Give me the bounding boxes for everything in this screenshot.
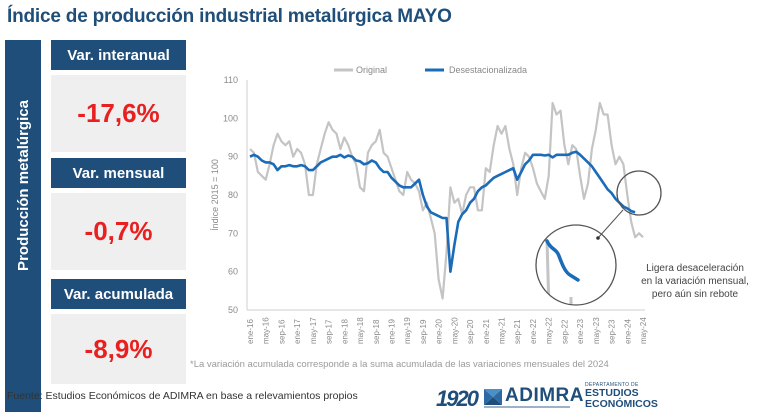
callout-zoom-content [545,239,580,305]
kpi-interanual-value: -17,6% [51,75,186,152]
y-axis-label: Índice 2015 = 100 [210,159,220,231]
logo-anniversary: 1920 [436,386,479,411]
annotation-line-3: pero aún sin rebote [651,289,739,300]
x-tick-label: may-18 [356,317,365,344]
x-tick-label: ene-21 [482,319,491,344]
x-tick-label: sep-19 [419,319,428,344]
chart-annotation: Ligera desaceleración en la variación me… [630,262,760,301]
annotation-line-2: en la variación mensual, [641,276,749,287]
x-tick-label: may-24 [639,317,648,344]
footnote: *La variación acumulada corresponde a la… [190,359,609,370]
x-tick-label: may-17 [309,317,318,344]
kpi-mensual-value: -0,7% [51,193,186,270]
y-tick-label: 90 [228,152,238,162]
series-desestacionalizada-line [249,150,636,274]
y-tick-label: 110 [224,75,238,85]
x-tick-label: may-21 [498,317,507,344]
kpi-acumulada-label: Var. acumulada [51,279,186,309]
y-tick-label: 60 [228,267,238,277]
y-tick-label: 80 [228,190,238,200]
x-tick-label: sep-23 [608,319,617,344]
y-tick-label: 50 [228,305,238,315]
kpi-acumulada-value: -8,9% [51,314,186,384]
x-tick-label: may-23 [592,317,601,344]
logo-adimra-underline [484,406,570,408]
adimra-logo-icon [484,389,502,405]
annotation-line-1: Ligera desaceleración [646,263,744,274]
x-tick-label: sep-18 [372,319,381,344]
series-original-line [249,101,644,300]
x-tick-label: ene-22 [529,319,538,344]
callout-connector-dot [596,236,600,240]
x-tick-label: ene-16 [246,319,255,344]
chart-legend: Original Desestacionalizada [334,65,527,75]
side-band [5,40,41,412]
y-tick-label: 70 [228,228,238,238]
x-tick-label: sep-17 [325,319,334,344]
x-tick-label: may-20 [450,317,459,344]
logo-dept-line2: ESTUDIOS [585,387,639,399]
kpi-interanual-label: Var. interanual [51,40,186,70]
x-tick-label: may-19 [403,317,412,344]
logo-dept-line1: DEPARTAMENTO DE [585,382,639,388]
x-tick-label: ene-23 [576,319,585,344]
callout-connector [597,209,624,239]
kpi-mensual-label: Var. mensual [51,158,186,188]
x-tick-label: sep-21 [513,319,522,344]
x-tick-label: ene-18 [340,319,349,344]
callout-big-circle [535,224,617,306]
callout-original-line [545,239,551,305]
x-tick-label: ene-20 [435,319,444,344]
x-tick-label: may-22 [545,317,554,344]
logo-adimra: ADIMRA [505,385,584,406]
callout-desestacionalizada-line [545,239,580,282]
page-title: Índice de producción industrial metalúrg… [7,6,452,27]
logo-dept-line3: ECONÓMICOS [585,398,658,410]
callout-small-circle [616,170,662,216]
x-tick-label: may-16 [262,317,271,344]
x-tick-label: ene-17 [293,319,302,344]
logo-dept: DEPARTAMENTO DE ESTUDIOS ECONÓMICOS [585,382,658,410]
x-tick-label: sep-22 [560,319,569,344]
legend-desestacionalizada-label: Desestacionalizada [449,65,527,75]
x-tick-label: sep-20 [466,319,475,344]
source-note: Fuente: Estudios Económicos de ADIMRA en… [7,390,358,402]
x-tick-label: sep-16 [277,319,286,344]
x-tick-label: ene-24 [623,319,632,344]
y-tick-label: 100 [223,113,238,123]
legend-original-label: Original [356,65,387,75]
x-tick-label: ene-19 [387,319,396,344]
